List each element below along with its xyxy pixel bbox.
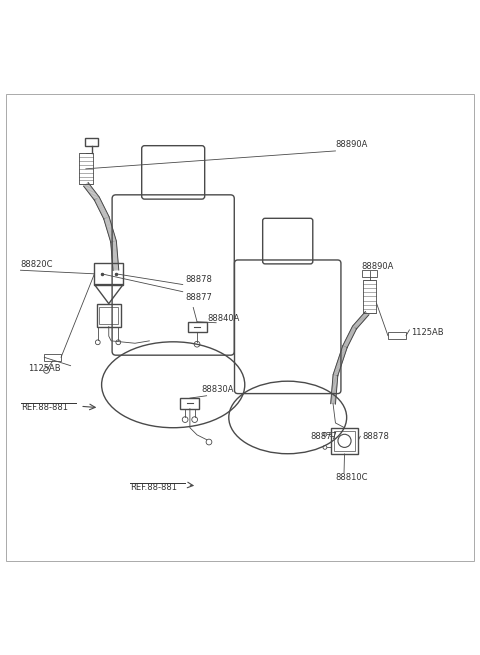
Bar	[44, 354, 61, 361]
Bar	[95, 263, 123, 284]
Text: 88890A: 88890A	[336, 140, 368, 149]
Text: 1125AB: 1125AB	[28, 364, 60, 373]
Bar	[180, 398, 199, 409]
Text: 88877: 88877	[185, 293, 212, 302]
Bar	[331, 428, 359, 454]
Text: 88810C: 88810C	[336, 473, 368, 482]
Text: 88878: 88878	[185, 274, 212, 284]
Text: 88890A: 88890A	[362, 262, 394, 271]
Bar	[85, 138, 98, 146]
Bar	[79, 153, 93, 184]
Text: 88830A: 88830A	[202, 385, 234, 394]
Text: 88878: 88878	[362, 432, 389, 441]
Bar	[97, 304, 120, 327]
Text: REF.88-881: REF.88-881	[130, 483, 177, 492]
Text: REF.88-881: REF.88-881	[22, 403, 69, 412]
Bar	[362, 270, 377, 277]
Bar	[363, 280, 376, 313]
Text: 88840A: 88840A	[207, 314, 240, 323]
Bar	[388, 332, 406, 339]
Bar	[334, 430, 356, 451]
Text: 88820C: 88820C	[21, 260, 53, 269]
Text: 1125AB: 1125AB	[411, 328, 444, 337]
Bar	[188, 322, 206, 332]
Text: 88877: 88877	[311, 432, 337, 441]
Bar	[99, 307, 118, 324]
